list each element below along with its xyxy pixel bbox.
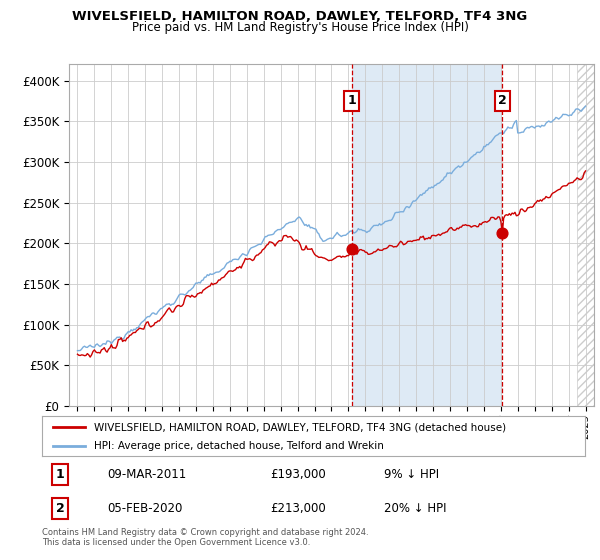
Text: Price paid vs. HM Land Registry's House Price Index (HPI): Price paid vs. HM Land Registry's House … [131,21,469,34]
Bar [352,64,502,406]
Text: HPI: Average price, detached house, Telford and Wrekin: HPI: Average price, detached house, Telf… [94,441,383,451]
Text: 1: 1 [56,468,64,481]
Text: 20% ↓ HPI: 20% ↓ HPI [384,502,446,515]
Text: 09-MAR-2011: 09-MAR-2011 [107,468,187,481]
Text: £213,000: £213,000 [270,502,326,515]
Point [347,245,356,254]
Text: WIVELSFIELD, HAMILTON ROAD, DAWLEY, TELFORD, TF4 3NG (detached house): WIVELSFIELD, HAMILTON ROAD, DAWLEY, TELF… [94,422,506,432]
Text: Contains HM Land Registry data © Crown copyright and database right 2024.
This d: Contains HM Land Registry data © Crown c… [42,528,368,548]
Text: 1: 1 [347,95,356,108]
Text: 2: 2 [56,502,64,515]
Text: 9% ↓ HPI: 9% ↓ HPI [384,468,439,481]
Text: 05-FEB-2020: 05-FEB-2020 [107,502,182,515]
Text: £193,000: £193,000 [270,468,326,481]
Bar [577,64,594,406]
Text: 2: 2 [498,95,506,108]
Point [497,228,507,237]
Text: WIVELSFIELD, HAMILTON ROAD, DAWLEY, TELFORD, TF4 3NG: WIVELSFIELD, HAMILTON ROAD, DAWLEY, TELF… [73,10,527,23]
